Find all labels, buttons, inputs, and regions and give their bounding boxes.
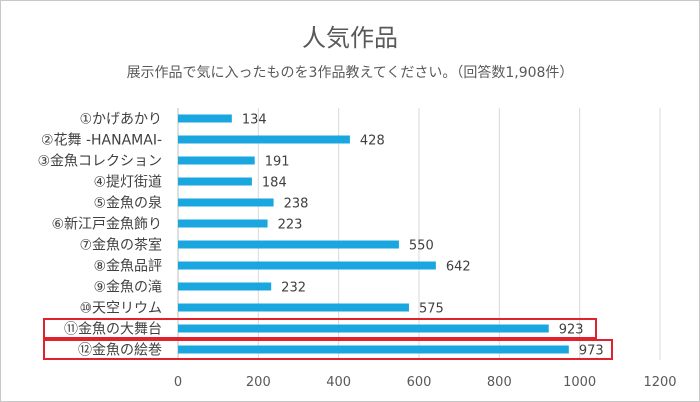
category-label-6: ⑥新江戸金魚飾り bbox=[51, 217, 162, 233]
category-label-2: ②花舞 -HANAMAI- bbox=[41, 133, 162, 149]
bar-11 bbox=[178, 324, 549, 333]
bar-4 bbox=[178, 177, 252, 186]
value-label-12: 973 bbox=[579, 344, 604, 359]
value-label-7: 550 bbox=[409, 239, 434, 254]
bar-10 bbox=[178, 303, 409, 312]
x-tick-label-1: 200 bbox=[246, 375, 271, 390]
bar-12 bbox=[178, 345, 569, 354]
x-tick-label-0: 0 bbox=[174, 375, 182, 390]
x-tick-label-6: 1200 bbox=[643, 375, 676, 390]
value-label-11: 923 bbox=[559, 323, 584, 338]
x-tick-label-3: 600 bbox=[407, 375, 432, 390]
bar-3 bbox=[178, 156, 255, 165]
category-label-5: ⑤金魚の泉 bbox=[93, 195, 162, 212]
category-label-12: ⑫金魚の絵巻 bbox=[78, 343, 162, 359]
x-tick-label-2: 400 bbox=[326, 375, 351, 390]
x-tick-label-5: 1000 bbox=[563, 375, 596, 390]
category-label-3: ③金魚コレクション bbox=[37, 154, 162, 170]
bar-8 bbox=[178, 261, 436, 270]
value-label-2: 428 bbox=[360, 134, 385, 149]
x-tick-label-4: 800 bbox=[487, 375, 512, 390]
bar-5 bbox=[178, 198, 274, 207]
bar-1 bbox=[178, 114, 232, 123]
category-label-1: ①かげあかり bbox=[79, 112, 162, 128]
highlight-box-12 bbox=[43, 339, 613, 360]
value-label-10: 575 bbox=[419, 302, 444, 317]
category-label-7: ⑦金魚の茶室 bbox=[79, 237, 162, 254]
value-label-8: 642 bbox=[446, 260, 471, 275]
chart-subtitle: 展示作品で気に入ったものを3作品教えてください。（回答数1,908件） bbox=[126, 65, 574, 81]
category-label-9: ⑨金魚の滝 bbox=[93, 280, 162, 296]
category-label-4: ④提灯街道 bbox=[93, 175, 162, 191]
category-label-10: ⑩天空リウム bbox=[79, 301, 162, 317]
bar-9 bbox=[178, 282, 272, 291]
category-label-8: ⑧金魚品評 bbox=[93, 259, 162, 275]
chart-title: 人気作品 bbox=[302, 24, 398, 52]
value-label-3: 191 bbox=[265, 155, 290, 170]
bar-7 bbox=[178, 240, 399, 249]
highlight-box-11 bbox=[43, 318, 597, 339]
value-label-1: 134 bbox=[242, 113, 267, 128]
value-label-5: 238 bbox=[284, 197, 309, 212]
bar-2 bbox=[178, 135, 350, 144]
category-label-11: ⑪金魚の大舞台 bbox=[64, 322, 162, 338]
value-label-4: 184 bbox=[262, 176, 287, 191]
bar-6 bbox=[178, 219, 268, 228]
value-label-9: 232 bbox=[281, 281, 306, 296]
value-label-6: 223 bbox=[278, 218, 303, 233]
